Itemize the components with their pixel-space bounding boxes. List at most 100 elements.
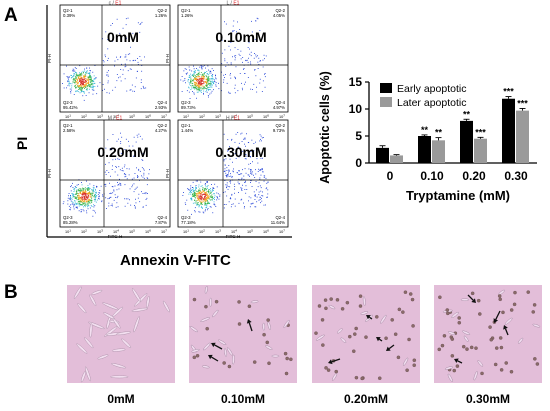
arrow-indicator — [495, 310, 501, 320]
flow-x-tick: 103 — [97, 229, 103, 235]
arrow-indicator — [331, 358, 341, 363]
quadrant-value: 4.27% — [155, 128, 167, 133]
flow-x-tick: 107 — [279, 114, 285, 120]
flow-concentration-label: 0.20mM — [97, 144, 148, 160]
flow-sample-header: c / E1 — [109, 1, 122, 7]
arrow-head — [366, 315, 371, 320]
quadrant-name: Q2-4 — [157, 100, 167, 105]
flow-concentration-label: 0mM — [107, 29, 139, 45]
bar — [460, 120, 473, 163]
bar — [432, 140, 445, 163]
flow-x-tick: 101 — [183, 229, 189, 235]
x-tick-label: 0.30 — [504, 169, 528, 183]
significance-marker: ** — [435, 128, 443, 138]
flow-density-cloud — [62, 132, 150, 217]
flow-x-axis-label: Annexin V-FITC — [120, 252, 231, 269]
arrow-indicator — [214, 344, 223, 350]
significance-marker: *** — [503, 87, 514, 97]
flow-density-cloud — [182, 132, 269, 215]
flow-x-tick: 107 — [161, 114, 167, 120]
flow-plot-frame — [177, 119, 289, 228]
bar — [474, 138, 487, 163]
flow-x-tick: 104 — [113, 114, 119, 120]
flow-x-tick: 105 — [247, 229, 253, 235]
flow-plot-frame — [177, 4, 289, 113]
flow-y-title: PI-H — [165, 169, 170, 178]
micrograph-concentration-label: 0.20mM — [343, 392, 389, 406]
arrow-indicator — [504, 328, 509, 336]
bar — [376, 147, 389, 163]
panel-b-letter: B — [4, 282, 18, 303]
quadrant-value: 1.26% — [181, 13, 193, 18]
quadrant-value: 0.39% — [63, 13, 75, 18]
flow-sample-header: L / E1 — [227, 1, 240, 7]
quadrant-name: Q2-1 — [63, 123, 73, 128]
quadrant-name: Q2-2 — [275, 8, 285, 13]
quadrant-value: 2.93% — [155, 105, 167, 110]
flow-x-tick: 102 — [199, 229, 205, 235]
y-tick-label: 15 — [349, 75, 363, 89]
flow-x-tick: 107 — [279, 229, 285, 235]
arrow-head — [328, 359, 333, 365]
micrograph — [67, 285, 175, 383]
quadrant-value: 85.28% — [63, 220, 78, 225]
quadrant-name: Q2-4 — [157, 215, 167, 220]
flow-x-tick: 104 — [231, 114, 237, 120]
quadrant-value: 95.42% — [63, 105, 78, 110]
quadrant-value: 4.97% — [273, 105, 285, 110]
flow-x-tick: 104 — [113, 229, 119, 235]
arrow-head — [493, 318, 499, 323]
flow-x-tick: 103 — [215, 114, 221, 120]
micrograph-background — [189, 285, 297, 383]
arrow-indicator — [248, 322, 253, 332]
significance-marker: *** — [475, 127, 486, 137]
quadrant-name: Q2-3 — [181, 215, 191, 220]
flow-x-title: FITC-H — [226, 234, 241, 239]
arrow-head — [386, 346, 391, 351]
flow-x-tick: 102 — [199, 114, 205, 120]
flow-density-cloud — [62, 17, 147, 101]
quadrant-value: 4.05% — [273, 13, 285, 18]
quadrant-value: 77.18% — [181, 220, 196, 225]
flow-x-tick: 106 — [145, 229, 151, 235]
legend-swatch — [380, 83, 392, 93]
panel-a-letter: A — [4, 5, 18, 26]
quadrant-name: Q2-4 — [275, 100, 285, 105]
quadrant-value: 9.73% — [273, 128, 285, 133]
flow-x-tick: 105 — [129, 114, 135, 120]
flow-density-cloud — [180, 17, 267, 99]
y-axis-title: Apoptotic cells (%) — [318, 71, 332, 184]
quadrant-name: Q2-1 — [63, 8, 73, 13]
quadrant-name: Q2-2 — [275, 123, 285, 128]
flow-x-tick: 106 — [263, 114, 269, 120]
arrow-indicator — [457, 360, 463, 364]
y-tick-label: 0 — [355, 156, 362, 170]
flow-x-tick: 106 — [145, 114, 151, 120]
y-tick-label: 5 — [355, 129, 362, 143]
arrow-indicator — [368, 316, 373, 320]
arrow-head — [503, 325, 508, 330]
significance-marker: *** — [517, 98, 528, 108]
significance-marker: ** — [421, 125, 429, 135]
quadrant-name: Q2-3 — [63, 215, 73, 220]
micrograph — [189, 285, 297, 383]
flow-concentration-label: 0.30mM — [215, 144, 266, 160]
flow-plot: c / E1 Q2-10.39% Q2-21.26% Q2-395.42% Q2-42.… — [47, 1, 171, 124]
flow-y-title: PI-H — [165, 54, 170, 63]
flow-y-title: PI-H — [47, 54, 52, 63]
quadrant-value: 1.26% — [155, 13, 167, 18]
quadrant-name: Q2-2 — [157, 123, 167, 128]
quadrant-value: 89.73% — [181, 105, 196, 110]
x-axis-title: Tryptamine (mM) — [406, 188, 510, 203]
arrow-indicator — [388, 344, 395, 350]
quadrant-value: 7.87% — [155, 220, 167, 225]
quadrant-name: Q2-1 — [181, 123, 191, 128]
flow-x-tick: 103 — [215, 229, 221, 235]
flow-x-tick: 102 — [81, 114, 87, 120]
arrow-indicator — [378, 338, 383, 342]
flow-x-tick: 106 — [263, 229, 269, 235]
micrograph-background — [312, 285, 420, 383]
quadrant-name: Q2-2 — [157, 8, 167, 13]
arrow-head — [246, 319, 252, 324]
significance-marker: ** — [463, 109, 471, 119]
